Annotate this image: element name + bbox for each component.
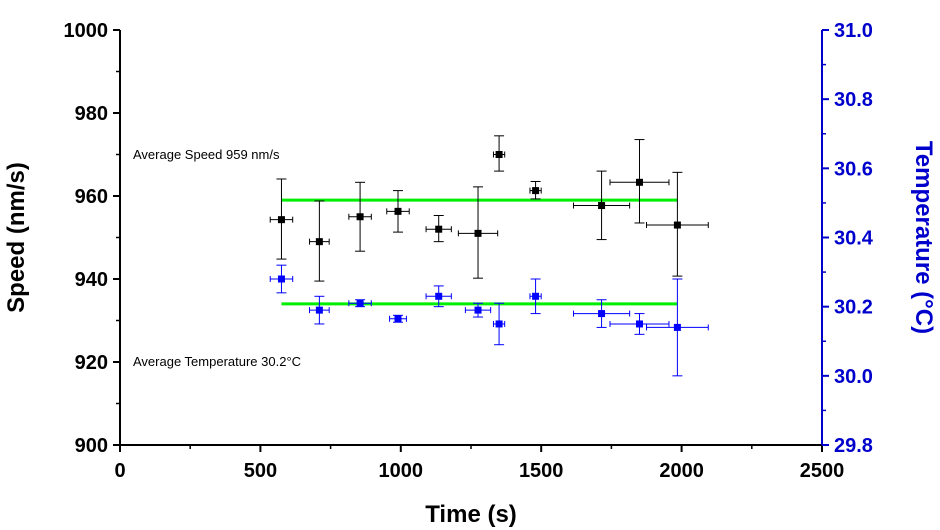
- annotation-average-speed: Average Speed 959 nm/s: [133, 147, 280, 162]
- data-point: [315, 306, 323, 314]
- data-point: [495, 320, 503, 328]
- data-point: [277, 275, 285, 283]
- y-right-tick-label: 30.8: [834, 89, 873, 111]
- data-point: [435, 225, 443, 233]
- y-right-tick-label: 30.0: [834, 366, 873, 388]
- data-point: [532, 292, 540, 300]
- x-tick-label: 0: [114, 460, 125, 482]
- data-point: [495, 151, 503, 158]
- y-right-tick-label: 30.6: [834, 158, 873, 180]
- series-speed: [269, 135, 709, 282]
- y-right-tick-label: 30.2: [834, 297, 873, 319]
- y-axis-right-label: Temperature (°C): [910, 141, 937, 334]
- x-tick-label: 2000: [659, 460, 704, 482]
- data-point: [635, 320, 643, 328]
- y-left-tick-label: 960: [75, 186, 108, 208]
- y-left-tick-label: 940: [75, 269, 108, 291]
- y-right-tick-label: 30.4: [834, 228, 874, 250]
- y-left-tick-label: 900: [75, 435, 108, 457]
- x-tick-label: 1000: [379, 460, 424, 482]
- x-axis-label: Time (s): [425, 501, 517, 528]
- annotation-average-temperature: Average Temperature 30.2°C: [133, 354, 301, 369]
- data-point: [356, 299, 364, 307]
- y-left-tick-label: 920: [75, 352, 108, 374]
- data-point: [435, 292, 443, 300]
- plot-area: [269, 135, 709, 377]
- y-right-tick-label: 29.8: [834, 435, 873, 457]
- data-point: [598, 202, 606, 210]
- data-point: [532, 187, 540, 195]
- y-right-tick-label: 31.0: [834, 20, 873, 42]
- series-temperature: [269, 264, 709, 377]
- data-point: [474, 306, 482, 314]
- y-axis-left-label: Speed (nm/s): [3, 162, 30, 313]
- axes: 0 500 1000 1500 2000 2500 900 920 940 960 980 1000 2…: [64, 20, 874, 482]
- x-tick-label: 2500: [800, 460, 845, 482]
- y-left-tick-label: 1000: [64, 20, 109, 42]
- data-point: [673, 323, 681, 331]
- data-point: [635, 178, 643, 186]
- x-tick-label: 1500: [519, 460, 564, 482]
- data-point: [673, 221, 681, 229]
- y-left-tick-label: 980: [75, 103, 108, 125]
- data-point: [598, 310, 606, 318]
- data-point: [394, 207, 402, 215]
- data-point: [474, 229, 482, 237]
- data-point: [356, 213, 364, 221]
- data-point: [315, 238, 323, 246]
- data-point: [394, 315, 402, 323]
- data-point: [277, 216, 285, 224]
- x-tick-label: 500: [244, 460, 277, 482]
